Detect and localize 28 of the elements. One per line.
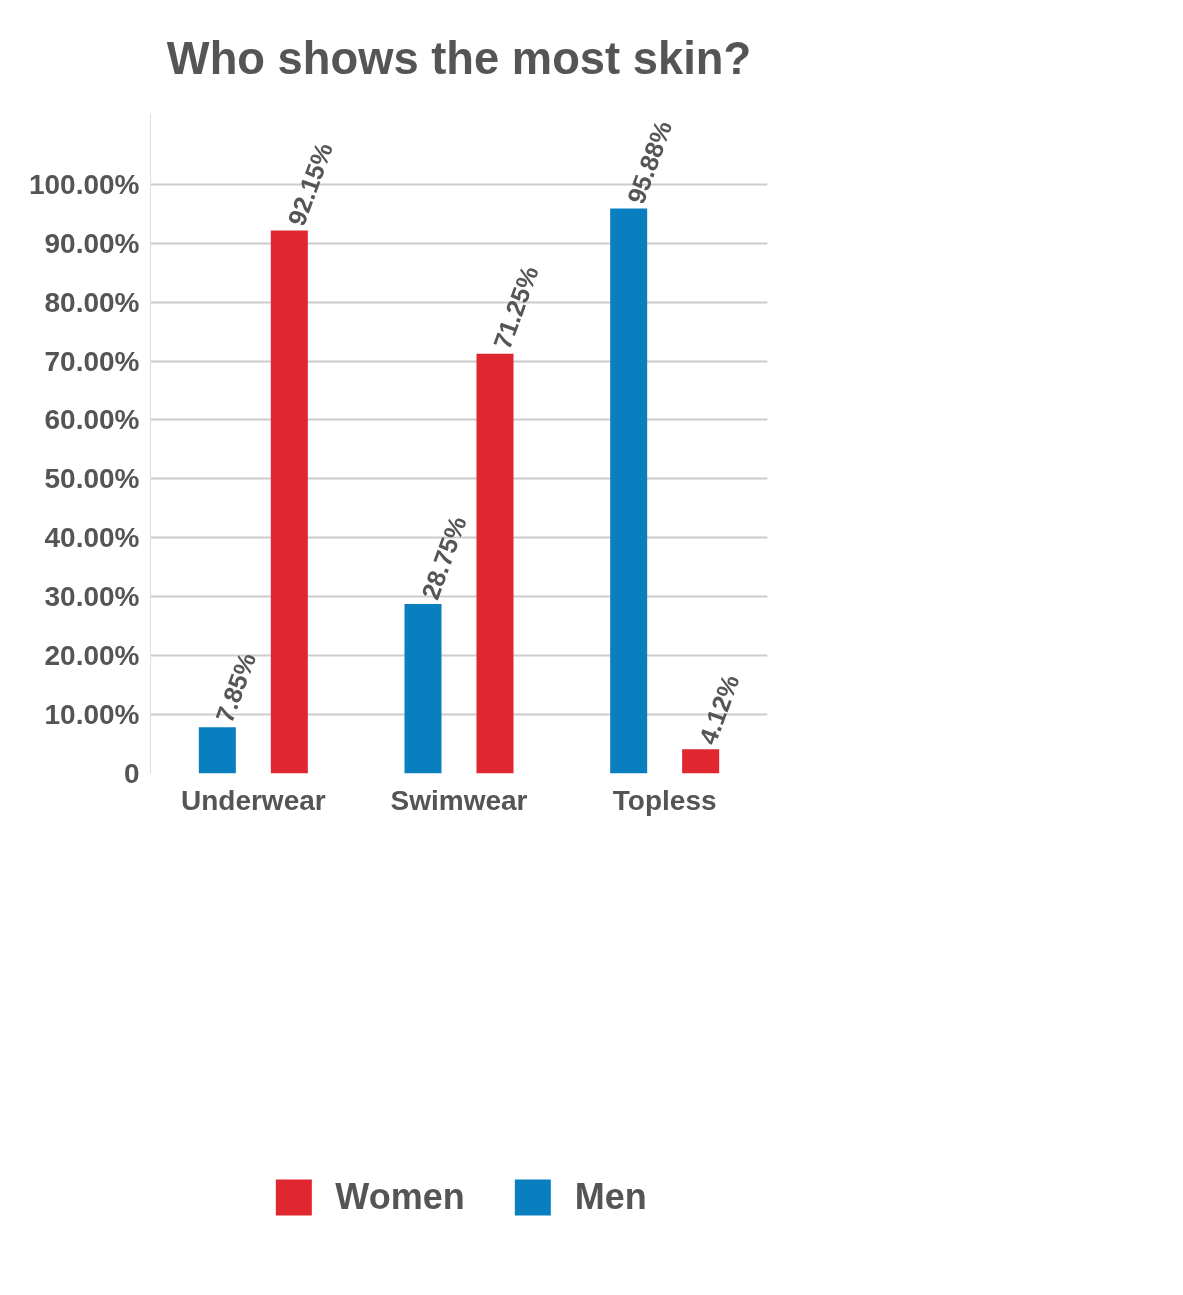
x-tick-label: Underwear: [180, 784, 326, 816]
bar: [270, 230, 308, 774]
x-tick-label: Topless: [612, 784, 717, 816]
y-tick-label: 20.00%: [44, 640, 140, 672]
data-label: 92.15%: [282, 138, 338, 230]
y-tick-label: 80.00%: [44, 286, 140, 318]
data-label: 28.75%: [415, 512, 472, 603]
y-tick-label: 0: [123, 758, 140, 789]
legend-label: Men: [574, 1175, 647, 1218]
y-tick-label: 60.00%: [44, 404, 140, 436]
bar: [682, 749, 720, 774]
y-tick-label: 30.00%: [44, 581, 140, 613]
data-label: 7.85%: [210, 648, 262, 727]
y-tick-label: 90.00%: [44, 227, 140, 259]
y-tick-label: 50.00%: [44, 463, 140, 495]
y-tick-label: 100.00%: [28, 168, 140, 200]
y-tick-label: 40.00%: [44, 522, 140, 554]
y-tick-label: 10.00%: [44, 699, 140, 731]
chart-title: Who shows the most skin?: [166, 32, 752, 84]
bar: [476, 353, 514, 774]
y-tick-label: 70.00%: [44, 345, 140, 377]
legend-label: Women: [335, 1175, 465, 1218]
x-tick-label: Swimwear: [390, 784, 528, 816]
data-label: 95.88%: [621, 116, 678, 208]
data-label: 4.12%: [693, 670, 745, 749]
bar: [198, 727, 236, 774]
bar: [404, 604, 442, 774]
bar: [610, 208, 648, 774]
